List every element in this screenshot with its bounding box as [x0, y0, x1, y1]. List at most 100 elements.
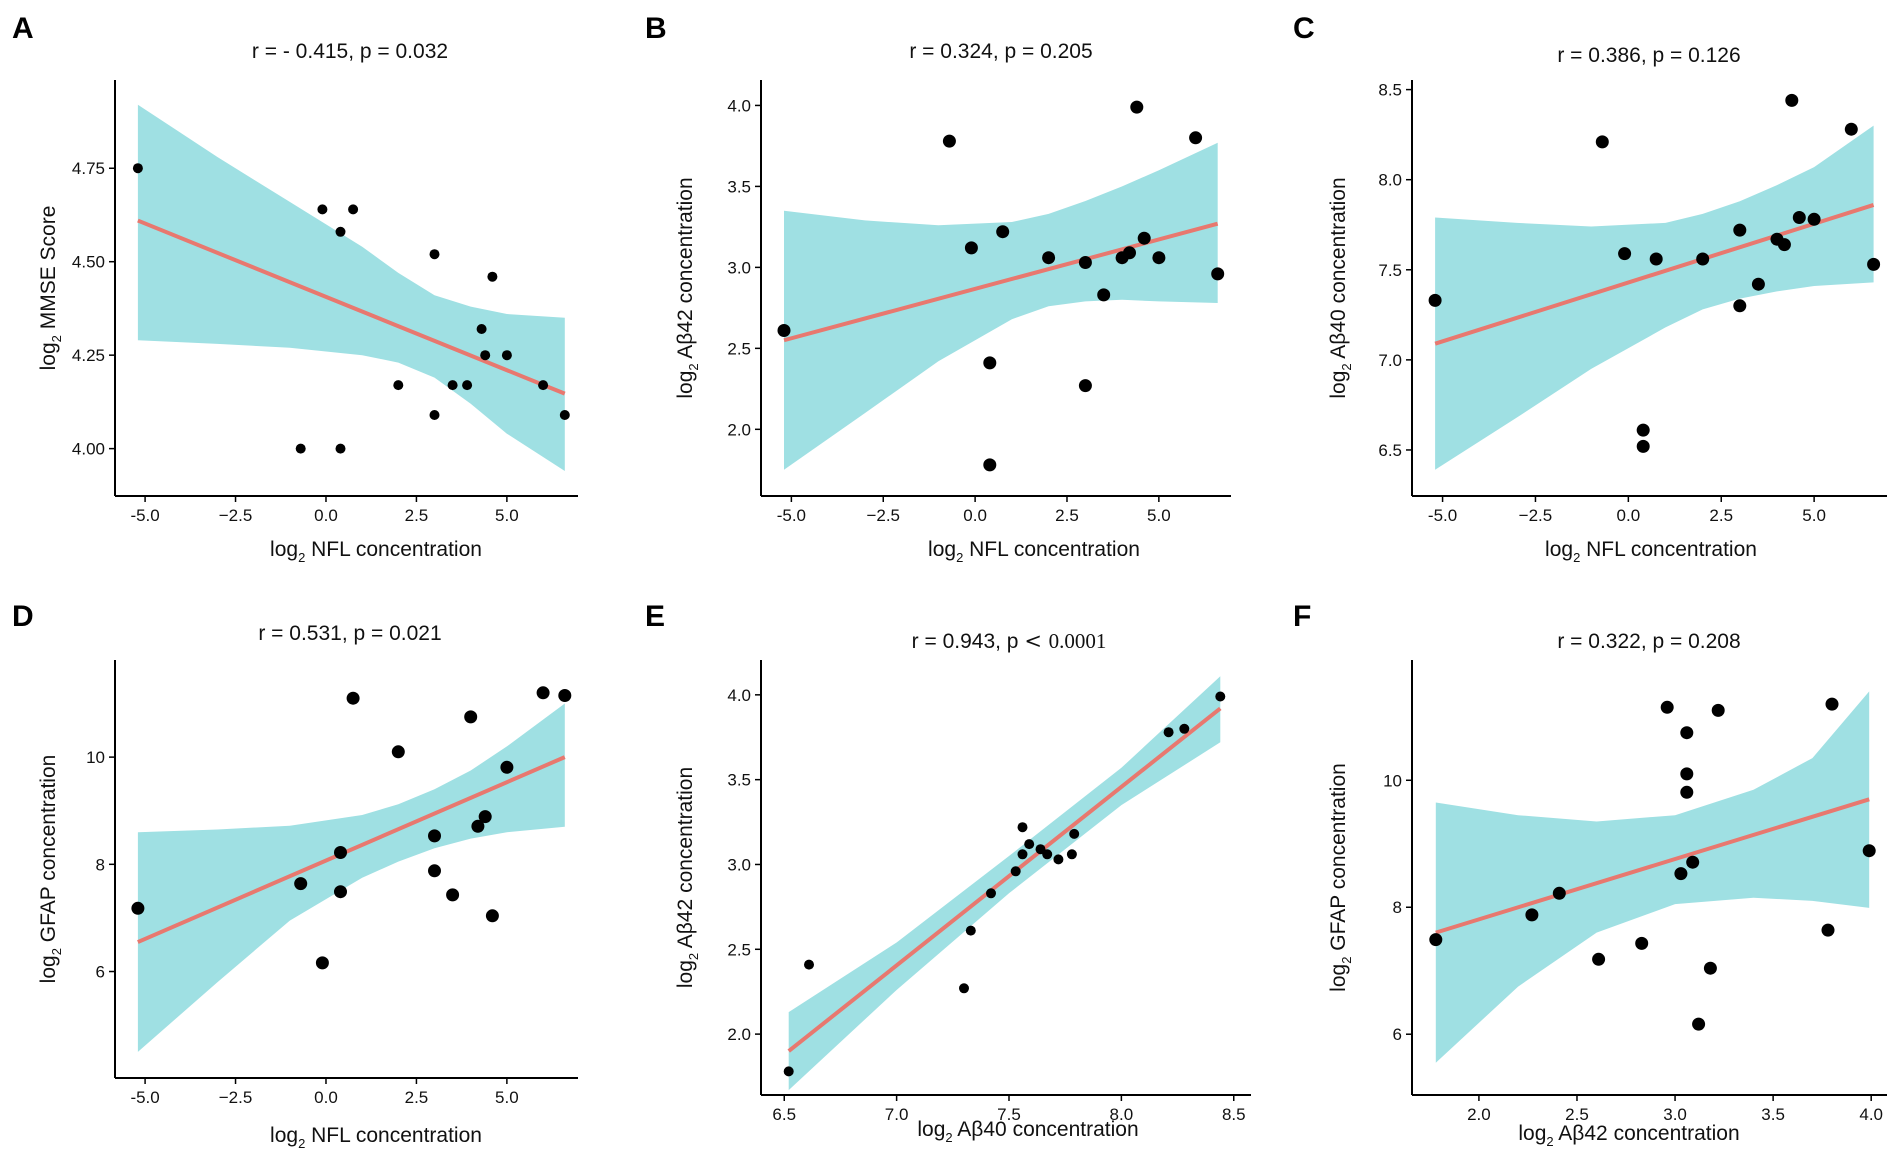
y-tick-label: 4.75 — [72, 159, 105, 178]
data-point — [1674, 867, 1688, 881]
data-point — [965, 925, 976, 936]
data-point — [558, 689, 572, 702]
panel-title: r = - 0.415, p = 0.032 — [252, 40, 448, 63]
panel-title: r = 0.386, p = 0.126 — [1557, 44, 1740, 67]
x-tick-label: 3.5 — [1761, 1105, 1785, 1124]
regression-line — [1435, 797, 1870, 935]
x-axis-label: log2 NFL concentration — [928, 538, 1140, 565]
panel-a: Ar = - 0.415, p = 0.032 -5.0 −2.5 0.0 2.5 5.0… — [12, 12, 578, 565]
panel-e: Er = 0.943, p < 0.0001 6.5 7.0 7.5 8.0 8.5 2.0… — [645, 600, 1251, 1145]
data-point — [1010, 866, 1021, 877]
data-point — [447, 380, 458, 391]
data-point — [1042, 849, 1053, 860]
y-axis-label: log2 Aβ42 concentration — [674, 767, 701, 988]
data-point — [1751, 277, 1765, 291]
x-tick-label: -5.0 — [1428, 506, 1457, 525]
panel-b: Br = 0.324, p = 0.205 -5.0 −2.5 0.0 2.5 5.0 2.… — [645, 12, 1231, 565]
panel-letter: E — [645, 600, 665, 633]
data-point — [1066, 849, 1077, 860]
data-point — [478, 810, 492, 824]
panel-title: r = 0.943, p < 0.0001 — [912, 629, 1107, 653]
data-point — [1680, 767, 1694, 781]
x-tick-label: 6.5 — [772, 1105, 796, 1124]
data-point — [1618, 247, 1632, 261]
panel-letter: D — [12, 600, 34, 633]
y-tick-label: 3.0 — [727, 855, 751, 874]
regression-line — [137, 755, 566, 944]
x-tick-label: 2.5 — [1055, 506, 1079, 525]
panel-letter: A — [12, 12, 34, 45]
data-point — [464, 710, 478, 724]
x-tick-label: 2.5 — [405, 506, 429, 525]
y-tick-label: 2.0 — [727, 1025, 751, 1044]
data-point — [335, 443, 346, 454]
y-tick-label: 8.5 — [1378, 81, 1402, 100]
data-point — [1696, 252, 1710, 266]
panel-f: Fr = 0.322, p = 0.208 2.0 2.5 3.0 3.5 4.0 6 8 10… — [1293, 600, 1887, 1149]
data-point — [1017, 849, 1028, 860]
regression-line — [1434, 203, 1875, 346]
x-tick-label: -5.0 — [130, 506, 159, 525]
data-point — [391, 745, 405, 759]
y-axis-label: log2 GFAP concentration — [1327, 763, 1354, 992]
x-axis-label: log2 NFL concentration — [1545, 538, 1757, 565]
data-point — [1137, 231, 1151, 245]
data-point — [462, 380, 473, 391]
x-tick-label: −2.5 — [1519, 506, 1553, 525]
y-tick-label: 2.0 — [727, 420, 751, 439]
data-point — [1211, 267, 1225, 281]
data-point — [1733, 299, 1747, 313]
data-point — [476, 324, 487, 334]
data-point — [1821, 923, 1835, 937]
data-point — [1595, 135, 1609, 149]
data-point — [538, 380, 549, 391]
data-point — [1592, 952, 1606, 966]
x-tick-label: -5.0 — [130, 1088, 159, 1107]
data-point — [1042, 251, 1056, 265]
data-point — [1777, 238, 1791, 252]
x-tick-label: 2.5 — [1709, 506, 1733, 525]
y-tick-label: 3.5 — [727, 177, 751, 196]
data-point — [487, 271, 498, 282]
x-tick-label: −2.5 — [219, 1088, 253, 1107]
y-tick-label: 7.0 — [1378, 351, 1402, 370]
data-point — [964, 241, 978, 255]
data-point — [317, 204, 328, 215]
data-point — [294, 877, 308, 891]
y-axis-label: log2 MMSE Score — [37, 206, 64, 371]
data-point — [1686, 855, 1700, 869]
x-tick-label: 5.0 — [1147, 506, 1171, 525]
data-point — [1711, 703, 1725, 717]
data-point — [1123, 246, 1136, 260]
data-point — [393, 380, 404, 391]
x-tick-label: 2.5 — [405, 1088, 429, 1107]
data-point — [1660, 700, 1674, 714]
data-point — [295, 443, 306, 454]
x-tick-label: −2.5 — [219, 506, 253, 525]
data-point — [446, 888, 460, 902]
x-tick-label: 7.5 — [997, 1105, 1021, 1124]
data-point — [1862, 844, 1876, 858]
y-tick-label: 4.00 — [72, 440, 105, 459]
data-point — [485, 909, 499, 923]
x-axis-label: log2 Aβ40 concentration — [917, 1118, 1138, 1145]
x-tick-label: 5.0 — [495, 506, 519, 525]
data-point — [429, 249, 440, 260]
data-point — [804, 959, 814, 970]
y-tick-label: 8 — [96, 855, 105, 874]
data-point — [536, 686, 550, 700]
data-point — [986, 888, 996, 899]
x-tick-label: −2.5 — [866, 506, 900, 525]
x-tick-label: 5.0 — [495, 1088, 519, 1107]
x-tick-label: 0.0 — [314, 1088, 338, 1107]
y-tick-label: 3.0 — [727, 258, 751, 277]
data-point — [1078, 379, 1092, 393]
data-point — [1825, 697, 1839, 711]
data-point — [942, 134, 956, 148]
data-point — [1867, 257, 1881, 271]
y-tick-label: 4.0 — [727, 686, 751, 705]
confidence-band — [788, 676, 1221, 1091]
data-point — [471, 819, 485, 833]
y-tick-label: 6.5 — [1378, 441, 1402, 460]
data-point — [1017, 822, 1028, 833]
